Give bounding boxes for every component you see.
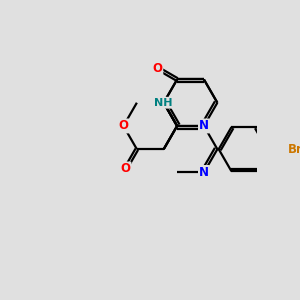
Text: N: N xyxy=(199,119,209,133)
Text: N: N xyxy=(199,166,209,179)
Text: O: O xyxy=(118,119,128,133)
Text: Br: Br xyxy=(288,143,300,156)
Text: NH: NH xyxy=(154,98,173,108)
Text: O: O xyxy=(120,163,130,176)
Text: O: O xyxy=(152,61,162,75)
